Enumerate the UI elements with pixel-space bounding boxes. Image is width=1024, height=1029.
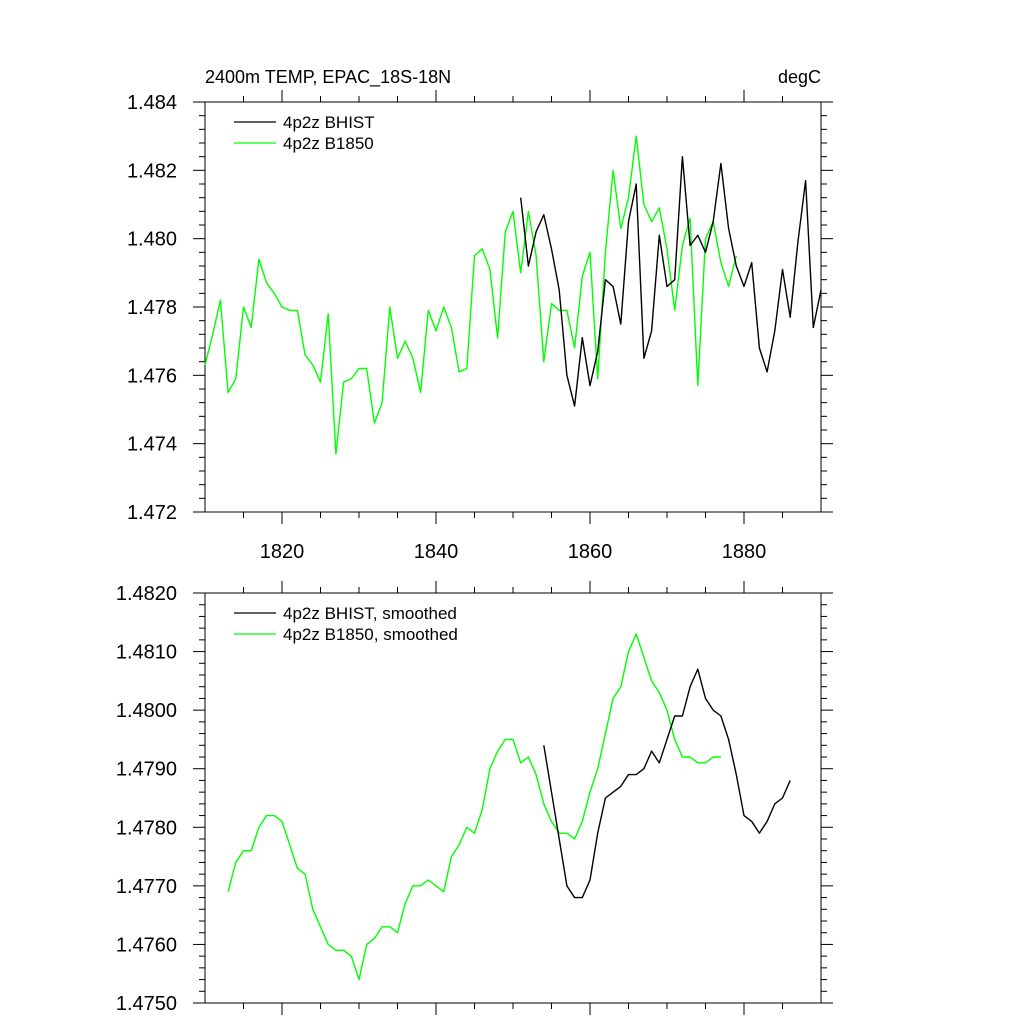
y-tick-label: 1.478	[127, 297, 177, 319]
y-tick-label: 1.4750	[116, 993, 177, 1015]
legend-label-bhist: 4p2z BHIST	[283, 113, 375, 132]
series-line-4p2z-bhist-smoothed	[543, 668, 791, 899]
x-tick-label: 1820	[260, 541, 305, 563]
x-tick-label: 1880	[722, 541, 767, 563]
bottom-legend: 4p2z BHIST, smoothed 4p2z B1850, smoothe…	[234, 604, 458, 644]
y-tick-label: 1.4790	[116, 759, 177, 781]
y-tick-label: 1.476	[127, 365, 177, 387]
top-axis-ticks	[193, 90, 833, 524]
y-tick-label: 1.4780	[116, 817, 177, 839]
bottom-y-tick-labels: 1.4750 1.4760 1.4770 1.4780 1.4790 1.4800 1.48…	[116, 583, 177, 1015]
y-tick-label: 1.472	[127, 502, 177, 524]
y-tick-label: 1.474	[127, 434, 177, 456]
chart-title: 2400m TEMP, EPAC_18S-18N	[205, 67, 451, 88]
y-tick-label: 1.484	[127, 92, 177, 114]
x-tick-label: 1840	[414, 541, 459, 563]
bottom-series-lines	[227, 633, 791, 981]
x-tick-label: 1860	[568, 541, 613, 563]
y-tick-label: 1.4770	[116, 876, 177, 898]
top-panel: 2400m TEMP, EPAC_18S-18N degC 1.472 1.474…	[127, 67, 833, 563]
bottom-panel: 1.4750 1.4760 1.4770 1.4780 1.4790 1.4800 1.48…	[116, 581, 833, 1015]
y-tick-label: 1.482	[127, 160, 177, 182]
bottom-plot-frame	[204, 592, 822, 1004]
bottom-axis-ticks	[193, 581, 833, 1015]
top-x-tick-labels: 1820 1840 1860 1880	[260, 541, 767, 563]
series-line-4p2z-bhist	[520, 155, 822, 407]
top-y-tick-labels: 1.472 1.474 1.476 1.478 1.480 1.482 1.484	[127, 92, 177, 524]
legend-label-b1850-smoothed: 4p2z B1850, smoothed	[283, 625, 458, 644]
top-legend: 4p2z BHIST 4p2z B1850	[234, 113, 375, 153]
legend-label-b1850: 4p2z B1850	[283, 134, 374, 153]
series-line-4p2z-b1850-smoothed	[227, 633, 721, 981]
y-tick-label: 1.4760	[116, 934, 177, 956]
top-plot-frame	[204, 101, 822, 513]
chart-units: degC	[778, 67, 821, 87]
legend-label-bhist-smoothed: 4p2z BHIST, smoothed	[283, 604, 457, 623]
top-series-lines	[204, 135, 822, 455]
y-tick-label: 1.480	[127, 229, 177, 251]
y-tick-label: 1.4820	[116, 583, 177, 605]
y-tick-label: 1.4810	[116, 642, 177, 664]
series-line-4p2z-b1850	[204, 135, 737, 455]
y-tick-label: 1.4800	[116, 700, 177, 722]
